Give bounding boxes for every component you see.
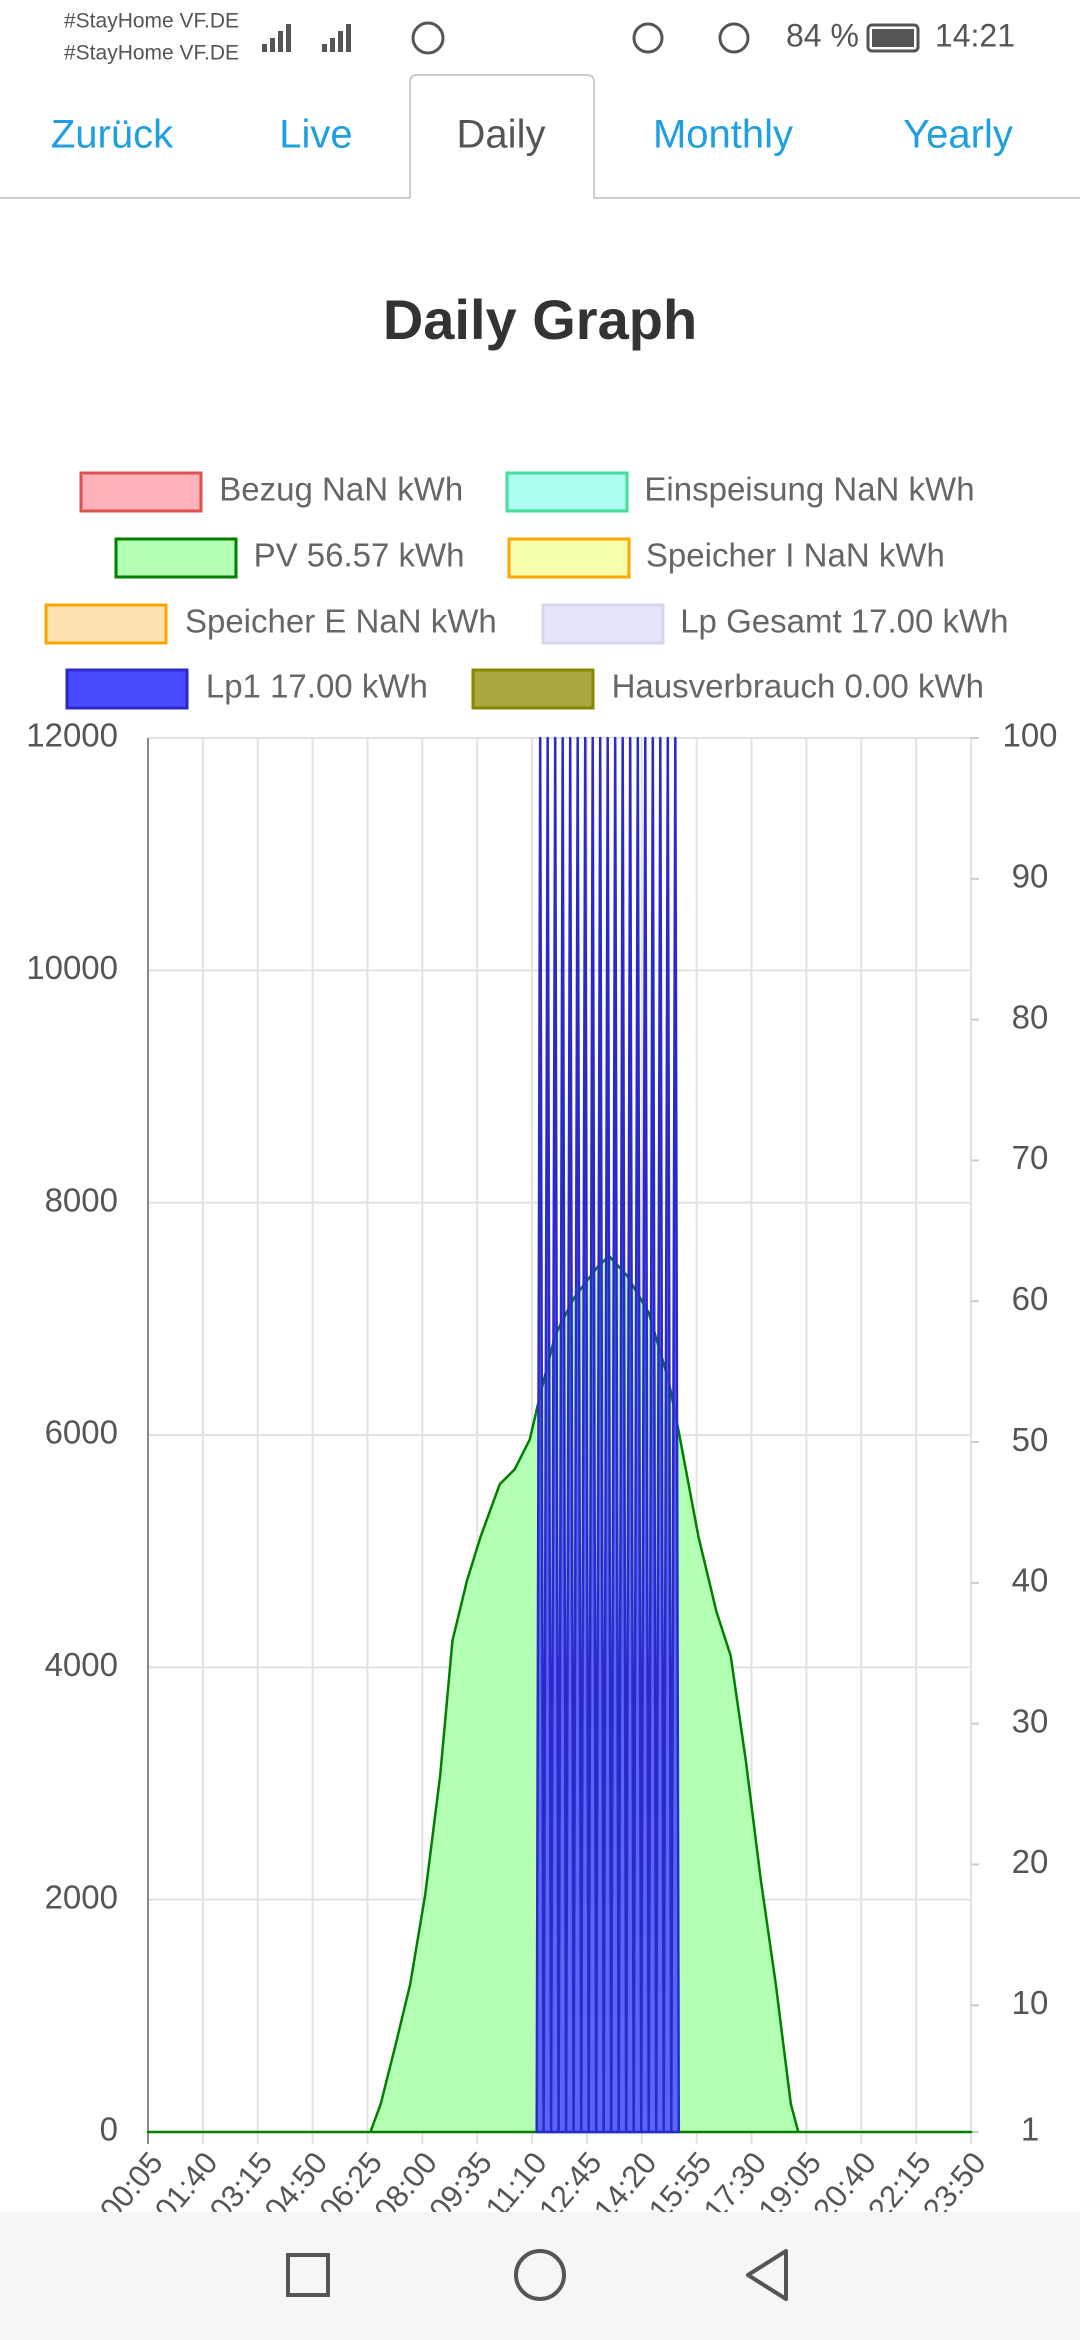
- legend-label: Bezug NaN kWh: [219, 471, 463, 508]
- legend-label: Speicher E NaN kWh: [185, 603, 497, 640]
- y2-tick-label: 100: [1002, 717, 1057, 754]
- carrier: #StayHome VF.DE: [64, 42, 239, 65]
- legend-swatch: [65, 668, 189, 710]
- legend-swatch: [79, 471, 203, 513]
- y-tick-label: 0: [100, 2111, 118, 2148]
- active-tab: [409, 74, 595, 198]
- status-icon: [718, 22, 750, 54]
- signal-icons: [262, 24, 351, 52]
- y-tick-label: 10000: [26, 949, 118, 986]
- legend-swatch: [114, 537, 238, 579]
- tab-active[interactable]: Daily: [457, 113, 546, 157]
- battery-icon: [866, 23, 920, 53]
- chart-title: Daily Graph: [383, 288, 697, 351]
- legend-label: Hausverbrauch 0.00 kWh: [612, 668, 984, 705]
- y-tick-label: 4000: [45, 1646, 118, 1683]
- legend-label: Speicher I NaN kWh: [646, 537, 945, 574]
- battery-text: 84 %: [786, 17, 859, 53]
- y-tick-label: 8000: [45, 1181, 118, 1218]
- tab[interactable]: Yearly: [903, 113, 1013, 157]
- carrier: #StayHome VF.DE: [64, 10, 239, 33]
- clock: 14:21: [935, 17, 1015, 53]
- chart: Daily Graph Bezug NaN kWh Einspeisung NaN…: [26, 288, 1057, 2227]
- legend-label: Lp1 17.00 kWh: [206, 668, 428, 705]
- legend-swatch: [541, 603, 665, 645]
- legend-label: Einspeisung NaN kWh: [644, 471, 974, 508]
- y2-tick-label: 1: [1021, 2111, 1039, 2148]
- y2-tick-label: 30: [1012, 1702, 1049, 1739]
- legend-label: PV 56.57 kWh: [254, 537, 465, 574]
- battery-level: [872, 29, 914, 47]
- legend-swatch: [505, 471, 629, 513]
- series-area: [535, 736, 681, 2134]
- y2-tick-label: 90: [1012, 858, 1049, 895]
- y2-tick-label: 60: [1012, 1280, 1049, 1317]
- y2-tick-label: 10: [1012, 1984, 1049, 2021]
- y2-tick-label: 40: [1012, 1562, 1049, 1599]
- y2-tick-label: 80: [1012, 998, 1049, 1035]
- legend-swatch: [471, 668, 595, 710]
- recent-button[interactable]: [286, 2253, 330, 2297]
- y2-tick-label: 20: [1012, 1843, 1049, 1880]
- nav-background: [0, 2212, 1080, 2340]
- tab[interactable]: Zurück: [51, 113, 174, 157]
- y-tick-label: 2000: [45, 1878, 118, 1915]
- legend-swatch: [44, 603, 168, 645]
- back-button[interactable]: [746, 2249, 788, 2301]
- status-icon: [632, 22, 664, 54]
- legend-label: Lp Gesamt 17.00 kWh: [680, 603, 1008, 640]
- status-icon: [411, 21, 445, 55]
- status-bar: #StayHome VF.DE #StayHome VF.DE 84 % 14:…: [64, 10, 1015, 65]
- nav-bar: [0, 2212, 1080, 2340]
- tab-bar: Zurück Live Daily Monthly Yearly: [0, 74, 1080, 199]
- legend-swatch: [507, 537, 631, 579]
- tab[interactable]: Monthly: [653, 113, 793, 157]
- y-tick-label: 12000: [26, 717, 118, 754]
- home-button[interactable]: [514, 2249, 566, 2301]
- y2-tick-label: 70: [1012, 1139, 1049, 1176]
- y-tick-label: 6000: [45, 1414, 118, 1451]
- y2-tick-label: 50: [1012, 1421, 1049, 1458]
- tab[interactable]: Live: [279, 113, 352, 157]
